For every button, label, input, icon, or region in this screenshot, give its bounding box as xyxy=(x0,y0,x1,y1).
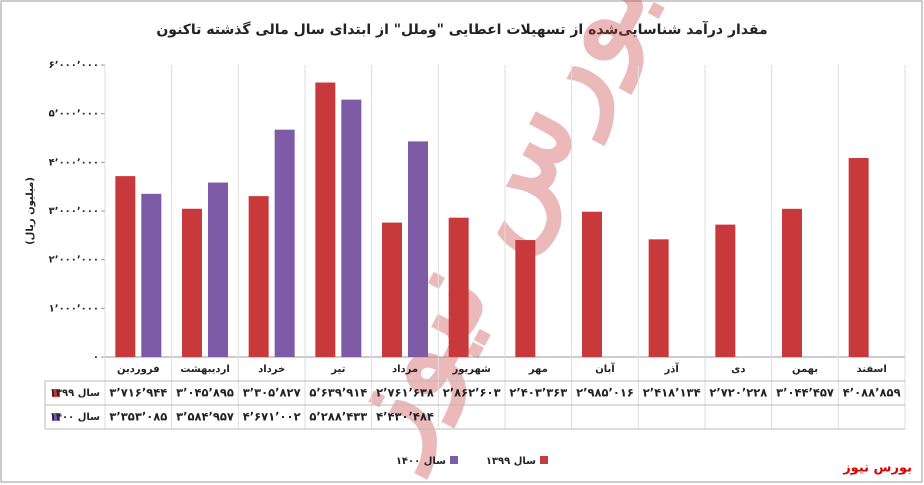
table-value: ۲٬۴۱۸٬۱۳۴ xyxy=(643,386,701,400)
table-value: ۲٬۸۶۲٬۶۰۳ xyxy=(443,386,501,400)
row-header: سال ۱۳۹۹ xyxy=(50,388,100,399)
bar xyxy=(848,158,869,357)
table-value: ۲٬۷۲۰٬۲۲۸ xyxy=(709,386,767,400)
bar xyxy=(115,176,136,357)
x-tick-label: آذر xyxy=(664,362,680,375)
row-key xyxy=(52,389,60,397)
x-tick-label: آبان xyxy=(595,362,615,375)
bar xyxy=(182,208,202,357)
bar xyxy=(315,82,336,358)
y-tick-label: ۶٬۰۰۰٬۰۰۰ xyxy=(49,60,99,71)
x-tick-label: اسفند xyxy=(857,364,887,375)
x-tick-label: اردیبهشت xyxy=(180,364,230,375)
y-tick-label: ۲٬۰۰۰٬۰۰۰ xyxy=(49,255,99,266)
x-tick-label: تیر xyxy=(330,364,345,375)
x-tick-label: مرداد xyxy=(392,364,418,375)
x-tick-label: بهمن xyxy=(792,364,818,375)
table-value: ۲٬۷۶۱٬۶۳۸ xyxy=(376,386,434,400)
bar xyxy=(248,196,269,357)
bar xyxy=(341,99,362,358)
table-value: ۳٬۷۱۶٬۹۴۴ xyxy=(109,386,167,400)
bar xyxy=(648,239,669,357)
row-key xyxy=(52,413,60,421)
x-tick-label: فروردین xyxy=(117,364,160,375)
table-value: ۳٬۳۰۵٬۸۲۷ xyxy=(243,386,301,400)
source: بورس نیوز xyxy=(842,461,912,476)
y-tick-label: ۱٬۰۰۰٬۰۰۰ xyxy=(49,303,99,314)
legend-label: سال ۱۳۹۹ xyxy=(486,456,536,467)
table-value: ۴٬۶۷۱٬۰۰۲ xyxy=(243,410,301,424)
table-value: ۵٬۶۳۹٬۹۱۴ xyxy=(309,386,367,400)
bar xyxy=(274,129,295,357)
table-value: ۳٬۵۸۴٬۹۵۷ xyxy=(176,410,234,424)
y-tick-label: ۵٬۰۰۰٬۰۰۰ xyxy=(49,109,99,120)
x-tick-label: مهر xyxy=(528,364,548,375)
table-value: ۴٬۴۳۰٬۴۸۴ xyxy=(376,410,434,424)
y-axis-label: (میلیون ریال) xyxy=(25,177,36,245)
table-value: ۴٬۰۸۸٬۸۵۹ xyxy=(843,386,901,400)
legend-label: سال ۱۴۰۰ xyxy=(396,456,446,467)
bar xyxy=(208,182,228,357)
bar xyxy=(408,141,428,357)
legend-swatch xyxy=(540,456,548,464)
table-value: ۲٬۴۰۳٬۳۶۳ xyxy=(509,386,567,400)
table-value: ۳٬۰۴۴٬۴۵۷ xyxy=(776,386,834,400)
x-tick-label: شهریور xyxy=(451,364,491,375)
x-tick-label: دی xyxy=(731,364,745,375)
bar xyxy=(582,211,602,357)
chart-title: مقدار درآمد شناسایی‌شده از تسهیلات اعطای… xyxy=(156,20,767,38)
row-header: سال ۱۴۰۰ xyxy=(50,412,100,423)
bar xyxy=(782,208,802,357)
x-tick-label: خرداد xyxy=(258,364,285,375)
bar xyxy=(141,193,162,357)
bar xyxy=(448,217,469,357)
bar xyxy=(715,224,736,357)
bar xyxy=(515,240,536,357)
y-tick-label: ۰ xyxy=(93,352,99,363)
table-value: ۵٬۲۸۸٬۴۳۳ xyxy=(309,410,367,424)
table-value: ۳٬۰۴۵٬۸۹۵ xyxy=(176,386,234,400)
table-value: ۲٬۹۸۵٬۰۱۶ xyxy=(576,386,634,400)
table-value: ۳٬۳۵۳٬۰۸۵ xyxy=(109,410,167,424)
bar xyxy=(382,222,402,357)
y-tick-label: ۳٬۰۰۰٬۰۰۰ xyxy=(49,206,99,217)
legend-swatch xyxy=(450,456,458,464)
y-tick-label: ۴٬۰۰۰٬۰۰۰ xyxy=(49,157,99,168)
